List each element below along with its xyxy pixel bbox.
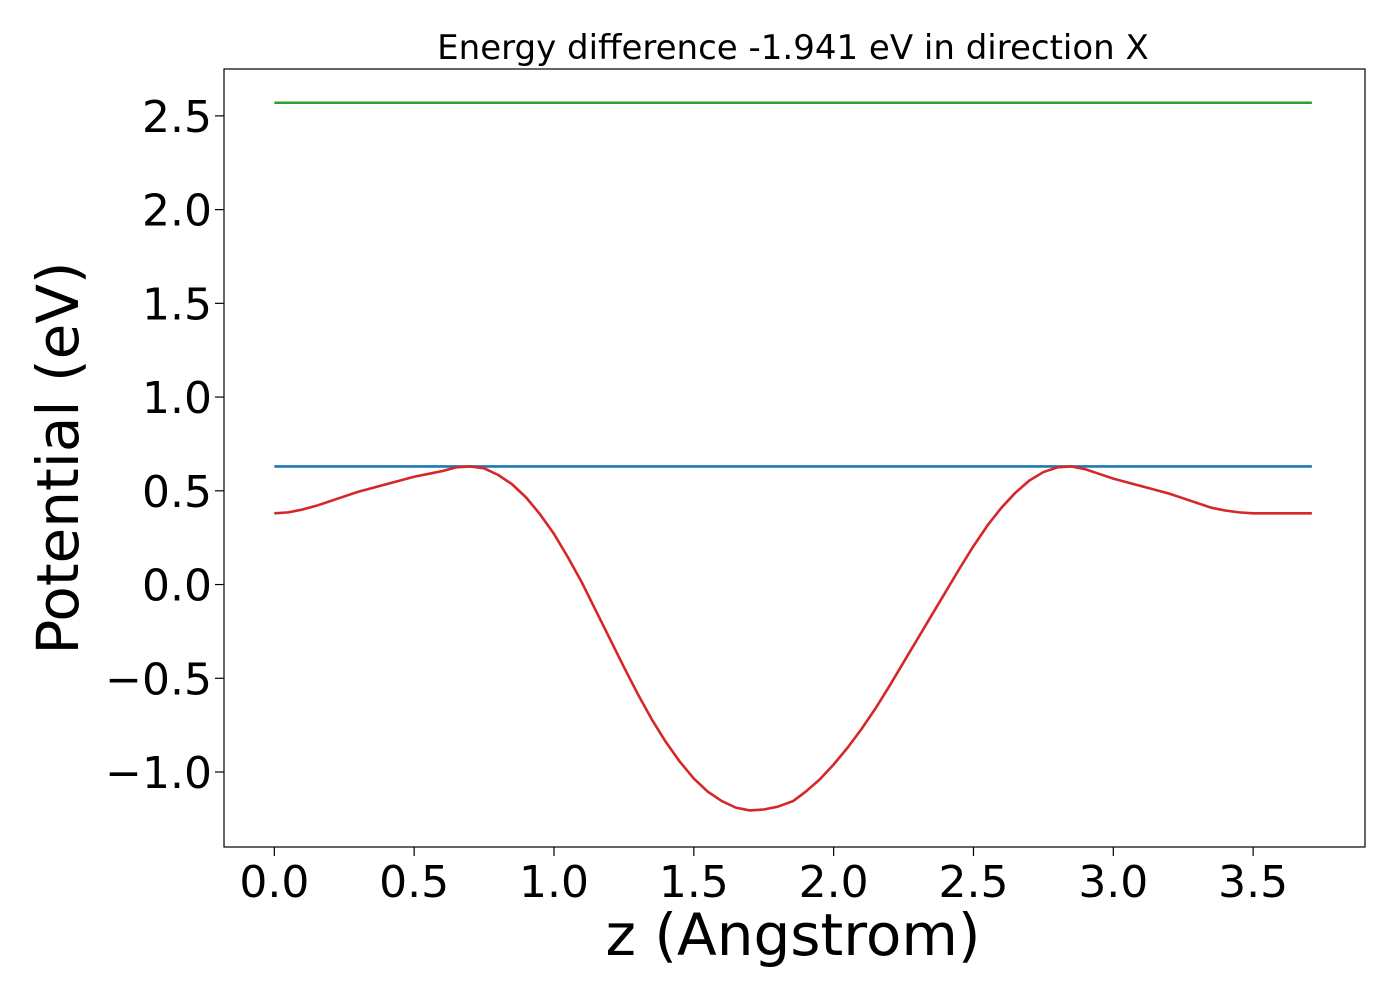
series-layer <box>274 101 1312 812</box>
y-tick-label: −1.0 <box>105 748 212 799</box>
x-tick-label: 0.5 <box>379 857 449 908</box>
y-tick-label: 2.5 <box>142 92 212 143</box>
x-axis-label: z (Angstrom) <box>606 901 981 969</box>
x-tick-label: 3.0 <box>1078 857 1148 908</box>
y-tick-label: 0.5 <box>142 467 212 518</box>
y-tick-label: 0.0 <box>142 561 212 612</box>
y-axis-label: Potential (eV) <box>24 261 92 654</box>
y-tick-label: 1.0 <box>142 373 212 424</box>
plot-frame <box>223 68 1366 848</box>
x-tick-label: 2.5 <box>938 857 1008 908</box>
x-axis-ticks: 0.0 0.5 1.0 1.5 2.0 2.5 3.0 3.5 <box>239 847 1288 908</box>
x-tick-label: 1.0 <box>519 857 589 908</box>
y-tick-label: 1.5 <box>142 279 212 330</box>
series-line-3 <box>274 465 1312 812</box>
x-tick-label: 2.0 <box>799 857 869 908</box>
y-tick-label: −0.5 <box>105 654 212 705</box>
x-tick-label: 3.5 <box>1218 857 1288 908</box>
y-axis-ticks: −1.0 −0.5 0.0 0.5 1.0 1.5 2.0 2.5 <box>105 92 224 799</box>
x-tick-label: 1.5 <box>659 857 729 908</box>
y-tick-label: 2.0 <box>142 186 212 237</box>
x-tick-label: 0.0 <box>239 857 309 908</box>
chart-title: Energy difference -1.941 eV in direction… <box>437 28 1149 68</box>
